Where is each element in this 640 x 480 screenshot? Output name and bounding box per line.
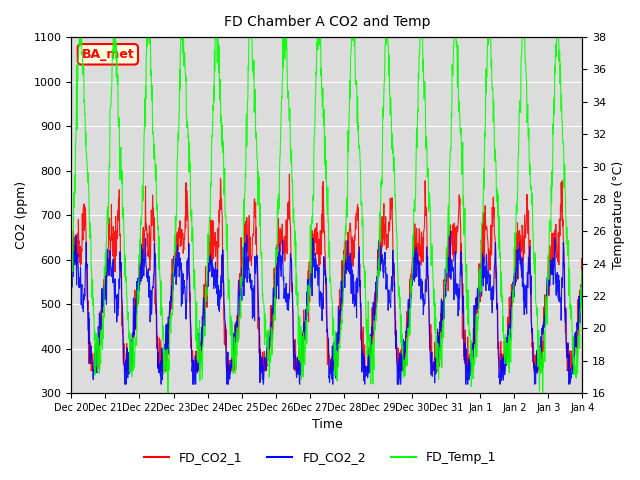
- Y-axis label: Temperature (°C): Temperature (°C): [612, 161, 625, 269]
- Y-axis label: CO2 (ppm): CO2 (ppm): [15, 181, 28, 249]
- Text: BA_met: BA_met: [81, 48, 134, 61]
- Title: FD Chamber A CO2 and Temp: FD Chamber A CO2 and Temp: [223, 15, 430, 29]
- X-axis label: Time: Time: [312, 419, 342, 432]
- Legend: FD_CO2_1, FD_CO2_2, FD_Temp_1: FD_CO2_1, FD_CO2_2, FD_Temp_1: [139, 446, 501, 469]
